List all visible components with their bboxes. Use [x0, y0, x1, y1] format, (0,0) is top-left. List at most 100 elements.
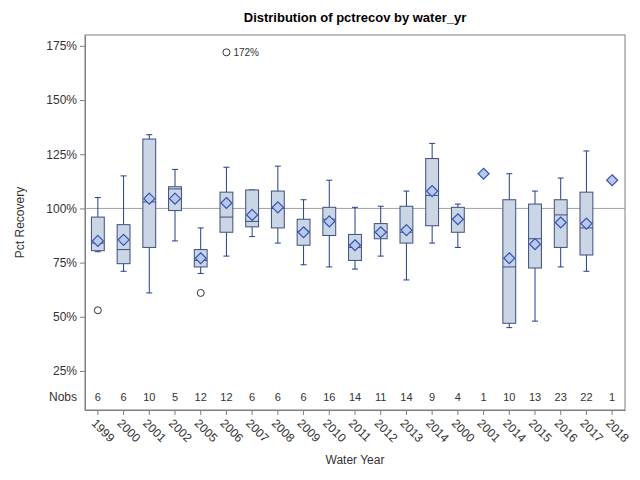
y-tick-label: 50%	[53, 310, 77, 324]
whisker-cap-low	[249, 236, 255, 237]
box-group	[529, 191, 542, 321]
nobs-value: 1	[481, 391, 487, 403]
x-tick-mark	[277, 410, 278, 415]
y-tick: 175%	[46, 39, 85, 53]
whisker-low	[586, 255, 587, 271]
box	[451, 207, 464, 232]
box-group	[349, 207, 362, 269]
whisker-high	[560, 178, 561, 200]
nobs-value: 9	[429, 391, 435, 403]
box-group	[169, 169, 182, 241]
nobs-value: 6	[301, 391, 307, 403]
box-group	[117, 176, 130, 271]
x-tick: 2012	[372, 410, 401, 445]
x-tick-mark	[252, 410, 253, 415]
nobs-label: Nobs	[49, 390, 77, 404]
x-tick-mark	[406, 410, 407, 415]
y-tick: 75%	[53, 256, 85, 270]
y-tick-mark	[80, 208, 85, 209]
x-tick-label: 2011	[346, 416, 374, 444]
x-tick-label: 2017	[577, 416, 606, 445]
x-tick-label: 2005	[192, 416, 221, 445]
median-line	[117, 249, 130, 250]
x-tick-mark	[329, 410, 330, 415]
nobs-value: 14	[349, 391, 361, 403]
y-tick-label: 75%	[53, 256, 77, 270]
x-tick: 2008	[269, 410, 298, 445]
x-tick: 2014	[500, 410, 529, 445]
x-tick: 2013	[397, 410, 426, 445]
y-tick: 150%	[46, 93, 85, 107]
median-line	[554, 214, 567, 215]
whisker-high	[149, 135, 150, 139]
whisker-high	[329, 180, 330, 207]
whisker-cap-high	[301, 199, 307, 200]
nobs-value: 1	[609, 391, 615, 403]
x-tick-mark	[200, 410, 201, 415]
box-group	[478, 168, 489, 179]
x-tick: 2011	[346, 410, 374, 445]
whisker-cap-low	[146, 292, 152, 293]
box	[143, 139, 156, 247]
whisker-high	[509, 174, 510, 200]
box	[271, 191, 284, 228]
whisker-low	[535, 268, 536, 321]
nobs-value: 23	[555, 391, 567, 403]
whisker-high	[123, 176, 124, 225]
y-tick: 25%	[53, 364, 85, 378]
x-tick-label: 2002	[166, 416, 195, 445]
x-tick: 2009	[294, 410, 323, 445]
y-tick-mark	[80, 100, 85, 101]
box	[580, 192, 593, 255]
nobs-value: 13	[529, 391, 541, 403]
mean-marker	[195, 253, 206, 264]
median-line	[169, 188, 182, 189]
box-group	[503, 174, 516, 328]
whisker-low	[277, 228, 278, 243]
x-tick: 2010	[320, 410, 349, 445]
x-tick: 2006	[217, 410, 246, 445]
whisker-low	[123, 264, 124, 272]
x-tick: 2015	[526, 410, 555, 445]
box-group	[580, 151, 593, 271]
box	[426, 159, 439, 226]
mean-marker	[401, 225, 412, 236]
x-tick-mark	[149, 410, 150, 415]
x-tick-label: 2000	[449, 416, 478, 445]
whisker-high	[303, 200, 304, 220]
box	[529, 204, 542, 268]
x-tick: 2007	[243, 410, 272, 445]
x-tick: 2000	[114, 410, 143, 445]
whisker-cap-low	[198, 273, 204, 274]
y-tick: 100%	[46, 202, 85, 216]
whisker-high	[97, 198, 98, 218]
whisker-cap-low	[223, 256, 229, 257]
whisker-cap-high	[198, 227, 204, 228]
x-tick-label: 2006	[217, 416, 246, 445]
whisker-low	[303, 245, 304, 265]
whisker-cap-high	[275, 166, 281, 167]
box-group	[143, 135, 156, 293]
whisker-high	[432, 143, 433, 158]
title: Distribution of pctrecov by water_yr	[244, 10, 467, 25]
x-tick-label: 2001	[140, 416, 169, 445]
whisker-cap-low	[95, 251, 101, 252]
mean-marker	[607, 175, 618, 186]
mean-marker	[92, 235, 103, 246]
nobs-value: 4	[455, 391, 461, 403]
y-tick: 50%	[53, 310, 85, 324]
whisker-high	[535, 191, 536, 204]
x-tick-label: 2014	[500, 416, 529, 445]
whisker-cap-high	[95, 197, 101, 198]
whisker-cap-high	[121, 175, 127, 176]
y-tick-label: 175%	[46, 39, 77, 53]
x-tick-label: 2007	[243, 416, 272, 445]
x-axis-title: Water Year	[326, 453, 385, 467]
nobs-value: 12	[220, 391, 232, 403]
mean-marker	[170, 193, 181, 204]
mean-marker	[375, 227, 386, 238]
whisker-low	[355, 260, 356, 269]
x-tick: 2017	[577, 410, 606, 445]
whisker-high	[406, 191, 407, 206]
whisker-low	[149, 247, 150, 293]
